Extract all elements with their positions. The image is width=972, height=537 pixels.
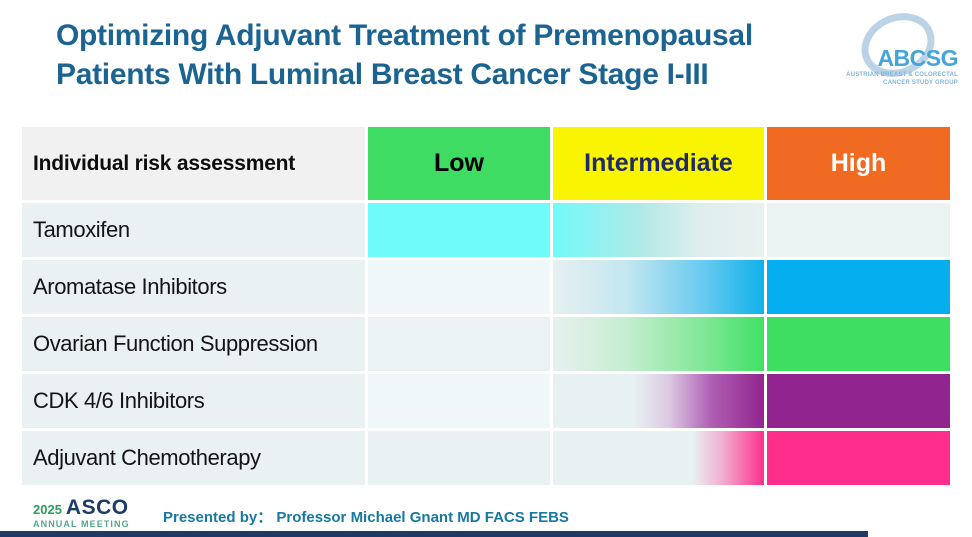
- band-tamoxifen-high: [767, 203, 950, 257]
- row-label-ovarian-function-suppression: Ovarian Function Suppression: [22, 317, 365, 371]
- band-aromatase-high: [767, 260, 950, 314]
- risk-assessment-table: Individual risk assessment Low Intermedi…: [22, 127, 950, 485]
- band-chemo-low: [368, 431, 550, 485]
- row-label-cdk46-inhibitors: CDK 4/6 Inhibitors: [22, 374, 365, 428]
- band-tamoxifen-low: [368, 203, 550, 257]
- presented-by-text: Presented by： Professor Michael Gnant MD…: [163, 509, 569, 526]
- bottom-bar: [0, 531, 868, 537]
- abcsg-logo-text: ABCSG: [877, 45, 958, 71]
- abcsg-subtitle-2: CANCER STUDY GROUP: [883, 80, 958, 86]
- abcsg-ellipse-icon: [861, 13, 935, 77]
- band-ofs-high: [767, 317, 950, 371]
- asco-year: 2025: [33, 502, 62, 517]
- slide-title: Optimizing Adjuvant Treatment of Premeno…: [56, 16, 753, 94]
- title-line-2: Patients With Luminal Breast Cancer Stag…: [56, 58, 709, 91]
- band-tamoxifen-intermediate: [553, 203, 764, 257]
- abcsg-logo: ABCSG AUSTRIAN BREAST & COLORECTAL CANCE…: [846, 5, 960, 103]
- asco-name: ASCO: [65, 496, 129, 519]
- band-cdk46-intermediate: [553, 374, 764, 428]
- row-label-adjuvant-chemotherapy: Adjuvant Chemotherapy: [22, 431, 365, 485]
- column-header-intermediate: Intermediate: [553, 127, 764, 200]
- band-chemo-intermediate: [553, 431, 764, 485]
- asco-logo-top: 2025 ASCO: [33, 496, 153, 520]
- asco-subtitle: ANNUAL MEETING: [33, 519, 130, 529]
- column-header-high: High: [767, 127, 950, 200]
- band-cdk46-high: [767, 374, 950, 428]
- table-corner-header: Individual risk assessment: [22, 127, 365, 200]
- title-line-1: Optimizing Adjuvant Treatment of Premeno…: [56, 19, 753, 52]
- row-label-tamoxifen: Tamoxifen: [22, 203, 365, 257]
- abcsg-subtitle-1: AUSTRIAN BREAST & COLORECTAL: [846, 72, 958, 78]
- band-chemo-high: [767, 431, 950, 485]
- row-label-aromatase-inhibitors: Aromatase Inhibitors: [22, 260, 365, 314]
- asco-annual-meeting-logo: 2025 ASCO ANNUAL MEETING: [33, 496, 153, 529]
- band-aromatase-low: [368, 260, 550, 314]
- band-ofs-low: [368, 317, 550, 371]
- band-aromatase-intermediate: [553, 260, 764, 314]
- band-cdk46-low: [368, 374, 550, 428]
- band-ofs-intermediate: [553, 317, 764, 371]
- column-header-low: Low: [368, 127, 550, 200]
